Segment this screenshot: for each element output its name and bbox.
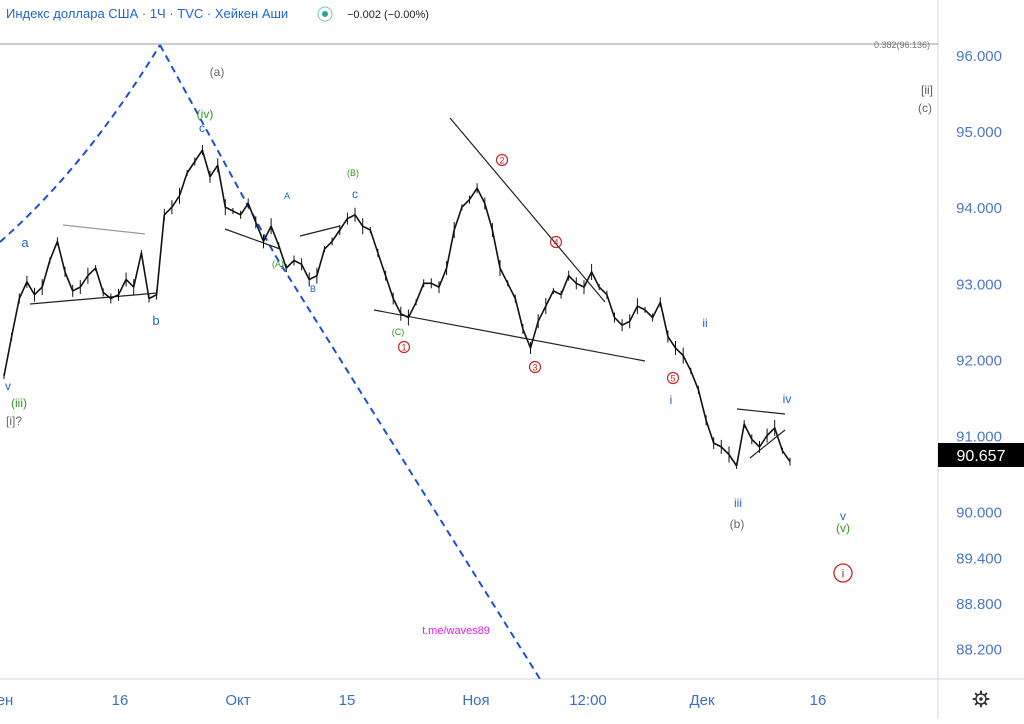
- trendline-triangle-bottom[interactable]: [749, 429, 786, 459]
- wave-marker-2: 2: [495, 153, 509, 167]
- price-tick-label: 96.000: [956, 48, 1002, 65]
- trendline-flat-bottom[interactable]: [29, 292, 158, 305]
- price-tick-label: 88.800: [956, 596, 1002, 613]
- time-tick-label: 16: [810, 692, 827, 709]
- trendline-wedge-b[interactable]: [299, 225, 341, 237]
- wave-marker-i-circled: i: [833, 563, 853, 583]
- time-tick-label: Ноя: [462, 692, 489, 709]
- plot-area[interactable]: [0, 0, 938, 679]
- current-price-value: 90.657: [957, 448, 1006, 465]
- time-tick-label: Окт: [225, 692, 250, 709]
- wave-labels: (a) (iv) c a b v (iii) [i]? A (A) B (B) …: [5, 65, 933, 583]
- price-tick-label: 88.200: [956, 642, 1002, 659]
- wave-label-ii-bracket: [ii]: [921, 83, 933, 97]
- wave-label-B-paren: (B): [347, 168, 359, 178]
- trendline-triangle-top[interactable]: [736, 408, 786, 415]
- wave-label-iv: iv: [783, 392, 792, 406]
- price-tick-label: 92.000: [956, 352, 1002, 369]
- wave-label-A-paren: (A): [272, 259, 284, 269]
- dashed-wave-up[interactable]: [0, 44, 161, 243]
- symbol-title[interactable]: Индекс доллара США · 1Ч · TVC · Хейкен А…: [6, 6, 288, 21]
- price-line[interactable]: [3, 149, 791, 467]
- wave-label-iii: iii: [734, 496, 742, 510]
- chart-header: Индекс доллара США · 1Ч · TVC · Хейкен А…: [6, 6, 429, 22]
- trendline-wedge-a[interactable]: [224, 228, 281, 250]
- price-tick-label: 95.000: [956, 124, 1002, 141]
- wave-label-i-bracket: [i]?: [6, 414, 22, 428]
- wave-label-v-projected: v: [840, 509, 846, 523]
- price-series[interactable]: [3, 145, 791, 469]
- trendlines[interactable]: [29, 117, 786, 459]
- time-tick-label: ен: [0, 692, 13, 709]
- current-price-tag: 90.657: [938, 443, 1024, 467]
- wave-projection[interactable]: [0, 44, 541, 680]
- time-tick-label: Дек: [689, 692, 715, 709]
- trendline-channel-lower[interactable]: [373, 309, 646, 362]
- wave-label-b: b: [152, 313, 159, 328]
- fib-label: 0.382(96.136): [874, 40, 930, 50]
- wave-label-v-paren: (v): [836, 521, 850, 535]
- wave-label-a: a: [21, 235, 29, 250]
- wave-label-a-paren: (a): [210, 65, 225, 79]
- wave-marker-2-label: 2: [499, 156, 504, 166]
- price-tick-label: 93.000: [956, 276, 1002, 293]
- wave-label-iv-paren: (iv): [197, 107, 214, 121]
- wave-label-ii: ii: [702, 316, 707, 330]
- wave-marker-3: 3: [528, 360, 542, 374]
- trendline-channel-upper[interactable]: [449, 117, 606, 303]
- time-axis[interactable]: ен 16 Окт 15 Ноя 12:00 Дек 16: [0, 692, 826, 709]
- wave-label-A: A: [284, 191, 290, 201]
- price-change: −0.002 (−0.00%): [347, 9, 429, 21]
- time-tick-label: 16: [112, 692, 129, 709]
- trendline-flat-top[interactable]: [62, 224, 146, 235]
- wave-marker-3-label: 3: [532, 363, 537, 373]
- wave-label-c-paren: (c): [918, 101, 932, 115]
- wave-marker-1-label: 1: [401, 343, 406, 353]
- eye-icon[interactable]: [317, 6, 333, 22]
- wave-label-c-second: c: [352, 187, 358, 201]
- price-tick-label: 94.000: [956, 200, 1002, 217]
- price-axis[interactable]: 96.000 95.000 94.000 93.000 92.000 91.000 90.0…: [956, 48, 1002, 659]
- time-tick-label: 12:00: [569, 692, 607, 709]
- price-tick-label: 91.000: [956, 429, 1002, 446]
- wave-label-b-paren: (b): [730, 517, 745, 531]
- wave-label-iii-paren: (iii): [11, 396, 27, 410]
- wave-label-i: i: [670, 393, 673, 407]
- price-tick-label: 90.000: [956, 505, 1002, 522]
- wave-label-c: c: [199, 121, 205, 135]
- wave-label-v: v: [5, 379, 11, 393]
- wave-marker-1: 1: [397, 340, 411, 354]
- price-tick-label: 89.400: [956, 550, 1002, 567]
- time-tick-label: 15: [339, 692, 356, 709]
- wave-marker-4: 4: [549, 235, 563, 249]
- wave-marker-5: 5: [666, 371, 680, 385]
- wave-marker-4-label: 4: [553, 238, 558, 248]
- wave-label-B: B: [310, 284, 316, 294]
- channel-watermark: t.me/waves89: [422, 625, 490, 637]
- wave-marker-i-label: i: [842, 567, 845, 581]
- wave-label-C-paren: (C): [392, 327, 405, 337]
- gear-icon[interactable]: [972, 690, 990, 708]
- wave-marker-5-label: 5: [670, 374, 675, 384]
